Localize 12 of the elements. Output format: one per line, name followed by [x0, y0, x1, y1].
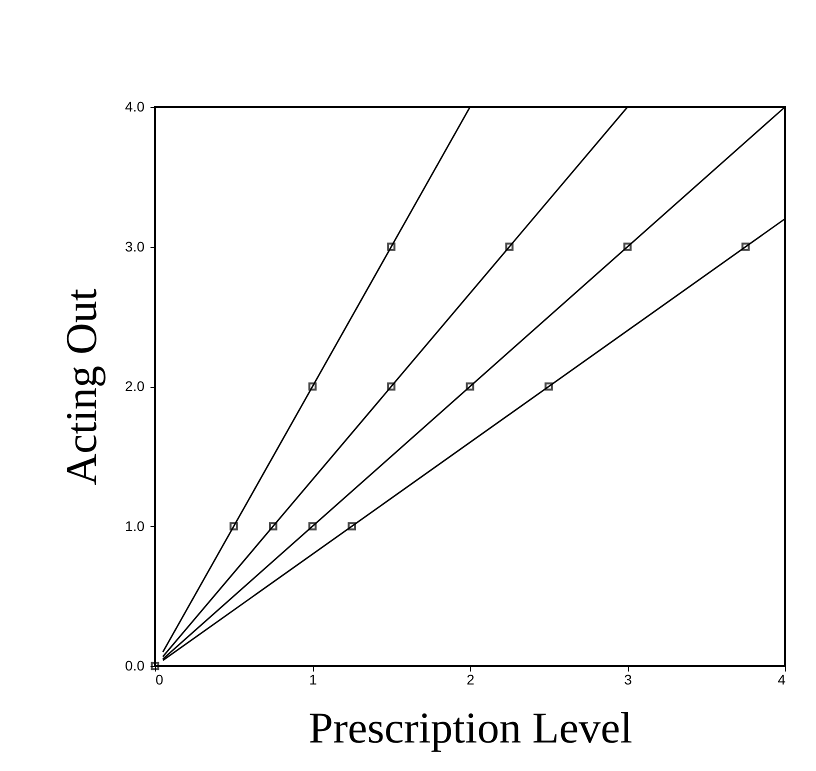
x-tick-label: 4: [778, 672, 786, 688]
x-tick-label: 0: [156, 672, 164, 688]
y-axis-title: Acting Out: [57, 288, 106, 486]
y-tick-label: 4.0: [125, 98, 145, 114]
x-tick-label: 1: [309, 672, 318, 688]
y-tick-label: 0.0: [125, 658, 145, 674]
y-tick-label: 2.0: [125, 378, 145, 394]
y-tick-label: 3.0: [125, 238, 145, 254]
x-tick-label: 2: [466, 672, 475, 688]
x-axis-title: Prescription Level: [308, 704, 632, 752]
x-tick-label: 3: [624, 672, 632, 688]
y-tick-label: 1.0: [125, 518, 145, 534]
